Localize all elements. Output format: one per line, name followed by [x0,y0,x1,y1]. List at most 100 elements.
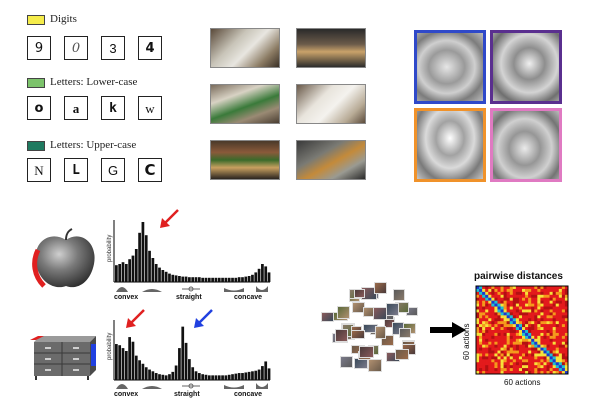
matrix-cell [525,371,529,375]
matrix-cell [491,356,495,360]
matrix-cell [528,347,532,351]
arrow-convex [126,309,145,328]
matrix-cell [555,347,559,351]
histogram-bar [241,277,244,282]
matrix-cell [561,324,566,328]
matrix-cell [506,309,510,313]
matrix-cell [531,335,535,339]
matrix-cell [549,350,553,354]
action-thumbnail [385,302,399,316]
matrix-cell [491,347,495,351]
matrix-cell [540,347,544,351]
matrix-cell [525,309,529,313]
matrix-cell [549,294,553,298]
matrix-cell [485,327,489,331]
matrix-cell [555,356,559,360]
histogram-bar [214,277,218,282]
matrix-cell [479,294,483,298]
matrix-cell [476,297,480,301]
matrix-cell [491,365,495,369]
matrix-cell [531,327,535,331]
matrix-cell [509,315,513,319]
matrix-cell [518,315,523,319]
arrow-straight [194,309,213,328]
matrix-cell [522,321,526,325]
matrix-cell [558,347,563,351]
x-label-concave: concave [234,391,263,398]
histogram-bar [237,373,241,380]
matrix-cell [540,309,544,313]
matrix-cell [479,365,483,369]
matrix-cell [491,368,495,372]
matrix-cell [503,338,507,342]
matrix-cell [534,318,538,322]
matrix-cell [509,324,513,328]
matrix-cell [518,371,523,375]
matrix-cell [561,368,566,372]
feature-vis [414,30,486,104]
matrix-cell [509,312,513,316]
matrix-cell [494,306,498,310]
matrix-cell [537,286,541,290]
action-thumbnail [334,329,348,342]
matrix-cell [512,291,517,295]
matrix-cell [531,365,535,369]
histogram-bar [191,277,195,282]
matrix-cell [488,356,492,360]
matrix-cell [479,300,483,304]
matrix-cell [518,356,523,360]
matrix-cell [485,303,489,307]
matrix-cell [503,353,507,357]
matrix-cell [540,315,544,319]
matrix-cell [561,335,566,339]
matrix-cell [552,335,556,339]
matrix-cell [558,365,563,369]
matrix-cell [558,306,563,310]
matrix-cell [549,321,553,325]
matrix-cell [500,321,504,325]
histogram-bar [214,375,218,380]
matrix-cell [543,365,547,369]
matrix-cell [528,324,532,328]
matrix-cell [497,286,501,290]
matrix-cell [525,318,529,322]
matrix-cell [482,309,486,313]
matrix-cell [522,335,526,339]
matrix-cell [540,330,544,334]
matrix-cell [537,327,541,331]
matrix-cell [503,371,507,375]
matrix-cell [479,359,483,363]
matrix-cell [525,359,529,363]
action-thumbnail [354,288,366,298]
histogram-bar [178,276,181,282]
histogram-bar [148,369,151,380]
matrix-cell [537,368,541,372]
matrix-cell [543,327,547,331]
histogram-bar [224,375,228,380]
matrix-cell [525,300,529,304]
histogram-bar [141,363,145,380]
matrix-cell [543,321,547,325]
char-box: k [101,96,125,120]
matrix-cell [522,338,526,342]
matrix-cell [558,294,563,298]
matrix-cell [488,315,492,319]
matrix-cell [549,371,553,375]
matrix-cell [552,300,556,304]
matrix-cell [518,303,523,307]
matrix-cell [537,344,541,348]
matrix-cell [503,321,507,325]
matrix-cell [522,368,526,372]
matrix-cell [525,291,529,295]
matrix-cell [552,344,556,348]
matrix-cell [482,353,486,357]
matrix-cell [494,338,498,342]
apple-illustration [32,228,95,288]
matrix-cell [476,368,480,372]
matrix-cell [479,303,483,307]
histogram-bar [118,264,122,282]
matrix-y-label: 60 actions [462,323,471,360]
matrix-cell [531,303,535,307]
matrix-cell [485,297,489,301]
histogram-bar [227,277,231,282]
